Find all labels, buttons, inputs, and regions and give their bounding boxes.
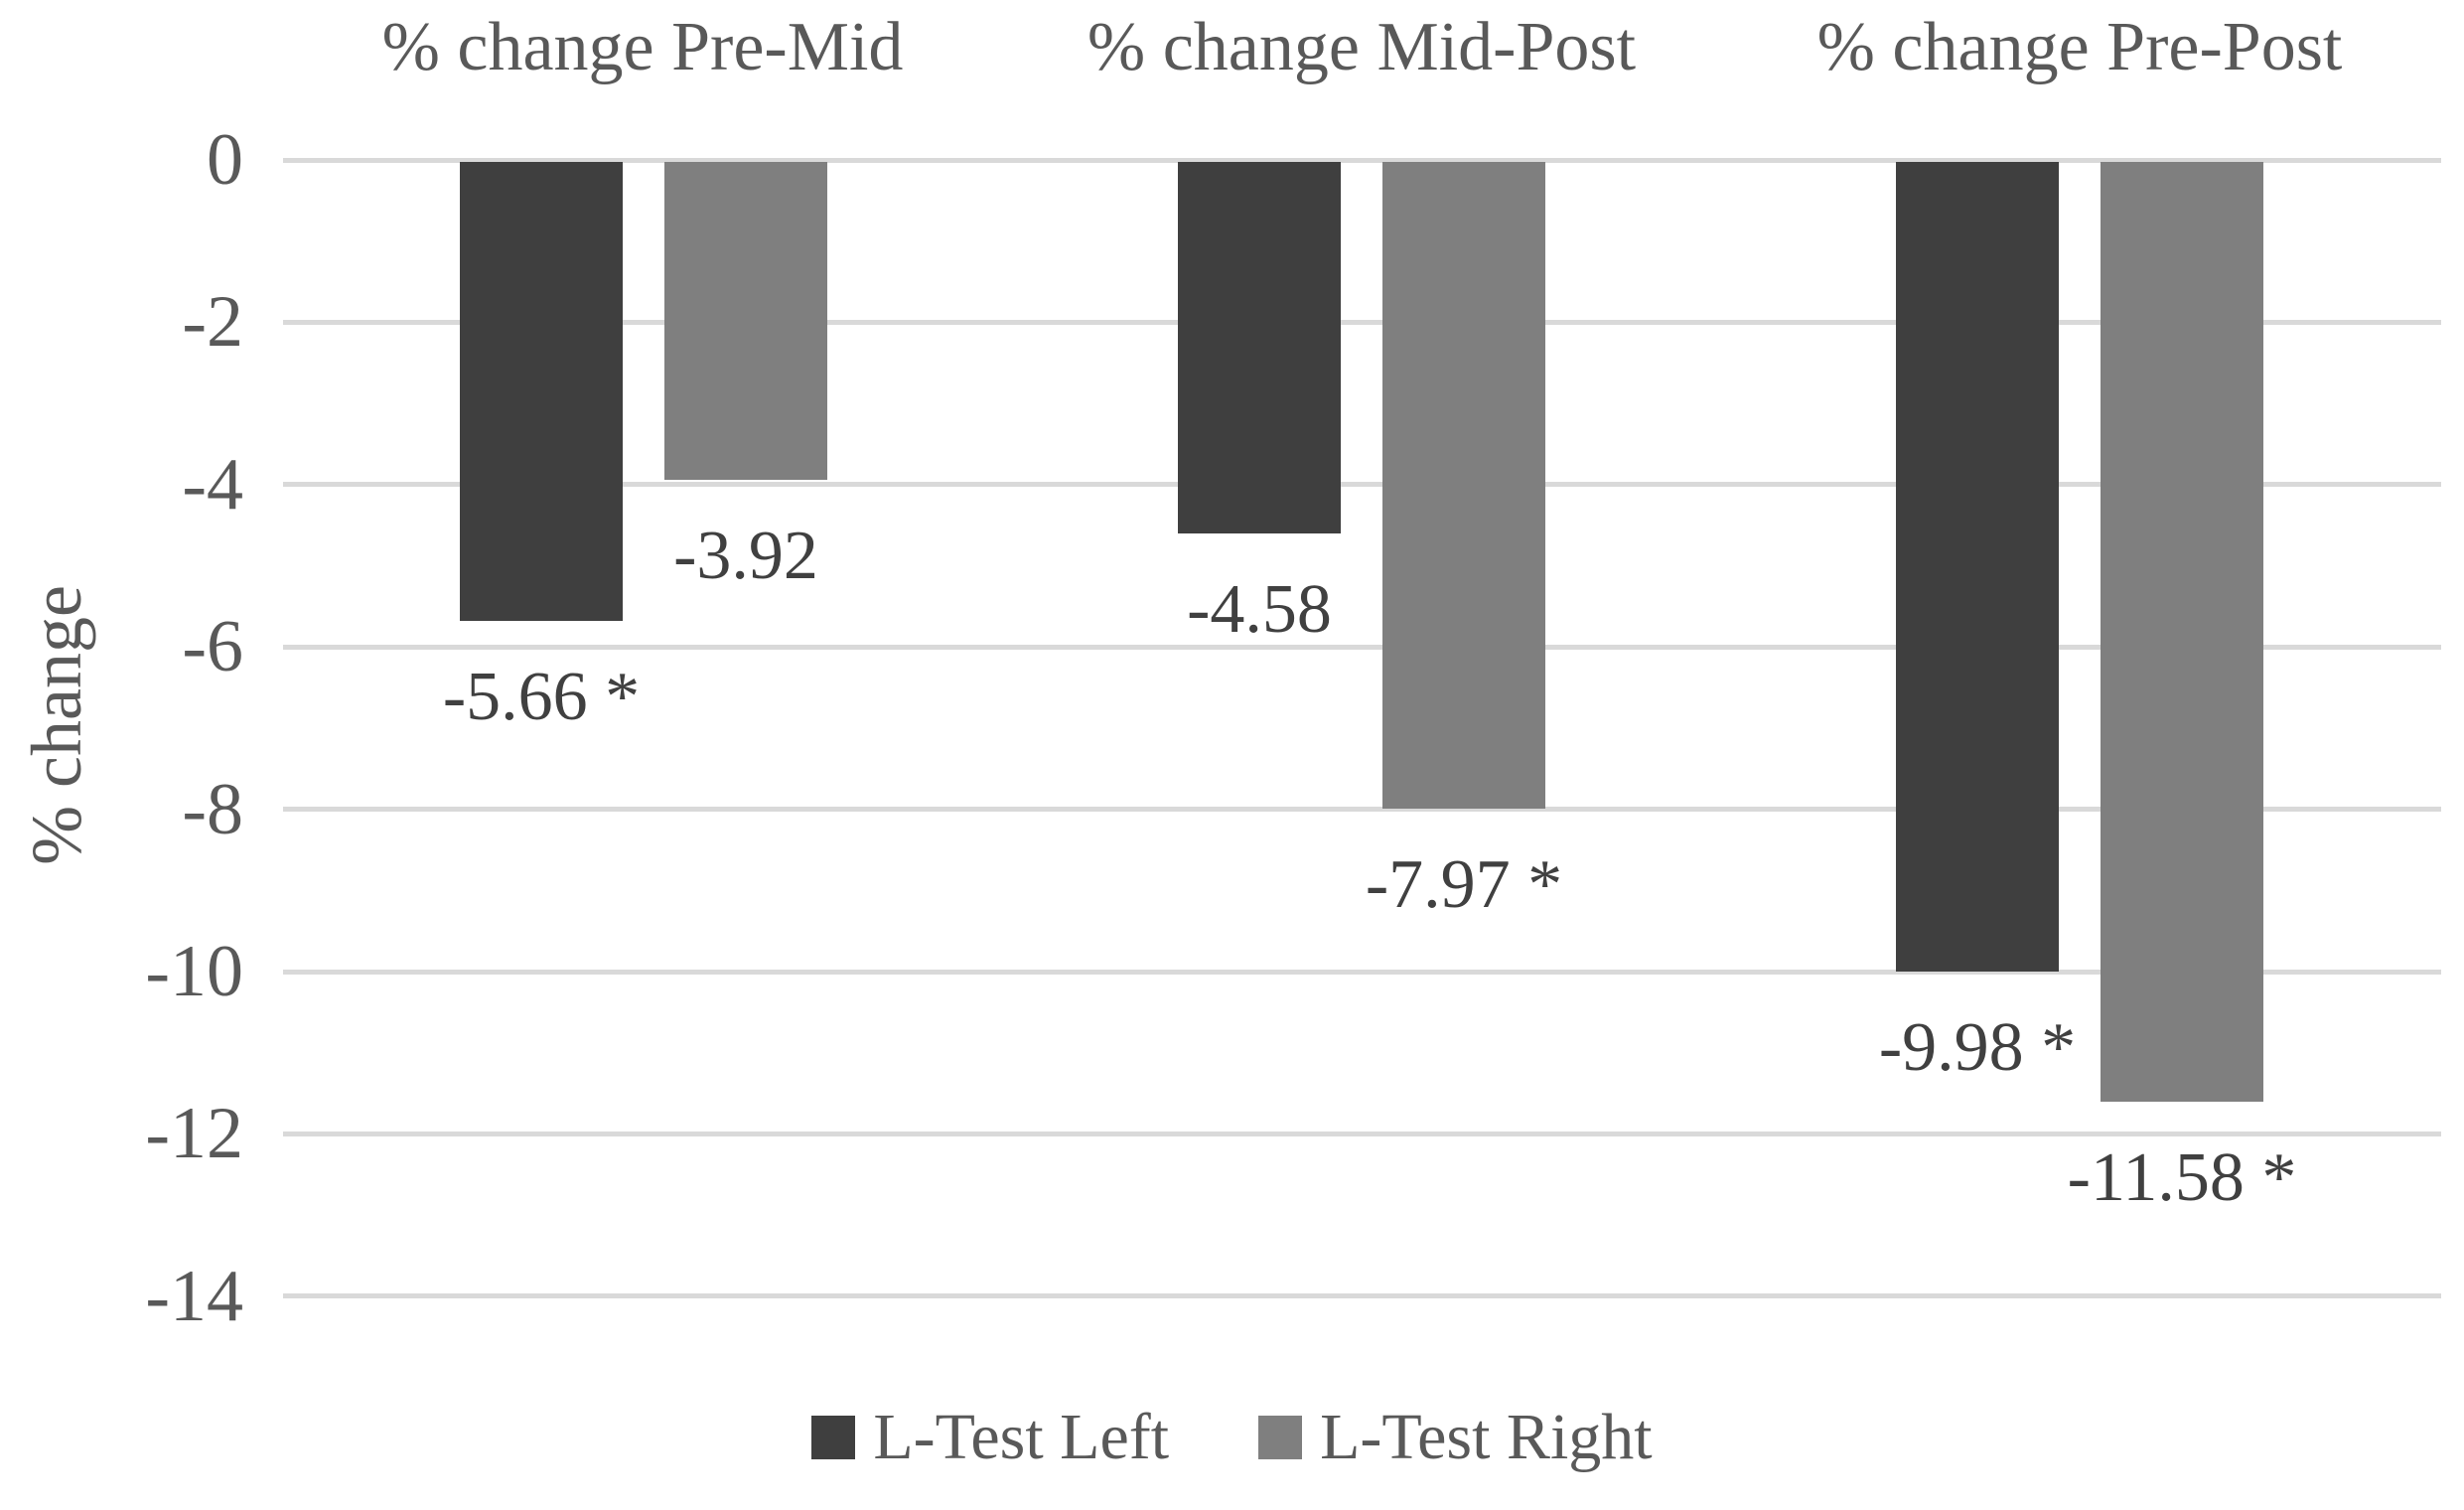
bar: [1178, 162, 1341, 534]
legend-item: L-Test Left: [811, 1405, 1169, 1470]
gridline: [283, 319, 2441, 325]
gridline: [283, 157, 2441, 163]
y-tick-label: -14: [145, 1255, 243, 1337]
y-tick-label: -8: [182, 768, 243, 850]
legend-swatch-icon: [811, 1416, 856, 1459]
gridline: [283, 1131, 2441, 1136]
y-tick-label: -10: [145, 931, 243, 1012]
column-title: % change Mid-Post: [1087, 9, 1637, 85]
gridline: [283, 1293, 2441, 1299]
bar-value-label: -5.66 *: [442, 659, 641, 736]
y-tick-label: -4: [182, 443, 243, 526]
bar: [2101, 162, 2263, 1103]
legend-label: L-Test Right: [1320, 1401, 1653, 1473]
legend-item: L-Test Right: [1258, 1405, 1653, 1470]
bar: [1896, 162, 2059, 973]
bar: [1382, 162, 1545, 810]
bar: [664, 162, 827, 481]
legend: L-Test Left L-Test Right: [0, 1405, 2464, 1470]
y-tick-label: -2: [182, 281, 243, 364]
bar: [460, 162, 623, 622]
bar-value-label: -11.58 *: [2067, 1139, 2297, 1217]
legend-swatch-icon: [1258, 1416, 1303, 1459]
gridline: [283, 482, 2441, 488]
y-tick-label: -6: [182, 606, 243, 688]
y-axis-title: % change: [17, 585, 96, 865]
bar-value-label: -9.98 *: [1878, 1009, 2077, 1087]
legend-label: L-Test Left: [873, 1401, 1170, 1473]
y-tick-label: 0: [207, 119, 243, 201]
gridline: [283, 807, 2441, 813]
y-tick-label: -12: [145, 1093, 243, 1175]
bar-value-label: -7.97 *: [1365, 846, 1563, 924]
bar-value-label: -4.58: [1187, 571, 1332, 649]
column-title: % change Pre-Mid: [381, 9, 904, 85]
bar-value-label: -3.92: [673, 518, 818, 595]
column-title: % change Pre-Post: [1816, 9, 2343, 85]
gridline: [283, 969, 2441, 975]
gridline: [283, 644, 2441, 650]
